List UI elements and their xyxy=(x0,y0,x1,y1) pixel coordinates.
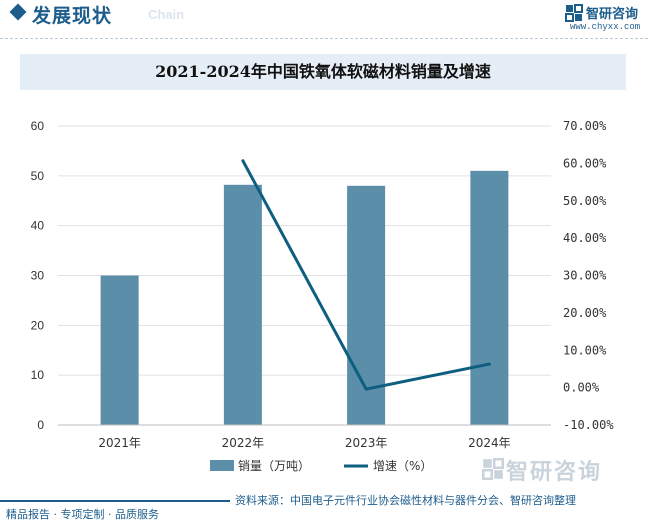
brand-name: 智研咨询 xyxy=(586,7,639,22)
y-right-tick-label: 30.00% xyxy=(563,269,607,283)
source-note: 资料来源：中国电子元件行业协会磁性材料与器件分会、智研咨询整理 xyxy=(235,494,576,507)
x-tick-label: 2022年 xyxy=(222,436,265,450)
y-right-tick-label: 50.00% xyxy=(563,194,607,208)
y-left-tick-label: 0 xyxy=(37,418,44,432)
y-right-tick-label: 10.00% xyxy=(563,343,607,357)
chart-title: 2021-2024年中国铁氧体软磁材料销量及增速 xyxy=(155,62,491,81)
legend-line-label: 增速（%） xyxy=(373,459,432,473)
y-left-tick-label: 10 xyxy=(31,368,45,382)
legend-bar-label: 销量（万吨） xyxy=(238,459,310,473)
footer-divider xyxy=(0,500,230,502)
watermark-brand: 智研咨询 xyxy=(482,454,632,490)
y-right-tick-label: 40.00% xyxy=(563,231,607,245)
bar xyxy=(223,184,262,425)
watermark-brand-text: 智研咨询 xyxy=(506,460,603,485)
section-title: 发展现状 xyxy=(32,5,113,27)
header-divider xyxy=(0,38,648,40)
y-left-tick-label: 30 xyxy=(31,269,45,283)
y-right-tick-label: 20.00% xyxy=(563,306,607,320)
y-right-tick-label: 60.00% xyxy=(563,156,607,170)
header: 发展现状 Chain 智研咨询 www.chyxx.com xyxy=(0,0,648,34)
y-left-tick-label: 20 xyxy=(31,318,45,332)
chart-title-band: 2021-2024年中国铁氧体软磁材料销量及增速 xyxy=(20,54,626,90)
growth-point xyxy=(364,387,368,391)
footer-tagline: 精品报告 · 专项定制 · 品质服务 xyxy=(6,508,159,521)
growth-point xyxy=(487,362,491,366)
y-right-tick-label: -10.00% xyxy=(563,418,614,432)
y-right-tick-label: 0.00% xyxy=(563,381,600,395)
y-left-tick-label: 40 xyxy=(31,219,45,233)
x-tick-label: 2023年 xyxy=(345,436,388,450)
y-left-tick-label: 60 xyxy=(31,119,45,133)
x-tick-label: 2024年 xyxy=(468,436,511,450)
y-right-tick-label: 70.00% xyxy=(563,119,607,133)
watermark-logo-icon xyxy=(482,458,504,480)
bar xyxy=(470,170,509,425)
section-subtitle: Chain xyxy=(148,7,185,22)
x-tick-label: 2021年 xyxy=(98,436,141,450)
brand-logo-icon xyxy=(565,4,583,22)
y-left-tick-label: 50 xyxy=(31,169,45,183)
bar xyxy=(100,275,139,425)
brand-url: www.chyxx.com xyxy=(570,22,641,32)
legend-bar-swatch xyxy=(210,460,234,471)
growth-point xyxy=(241,159,245,163)
